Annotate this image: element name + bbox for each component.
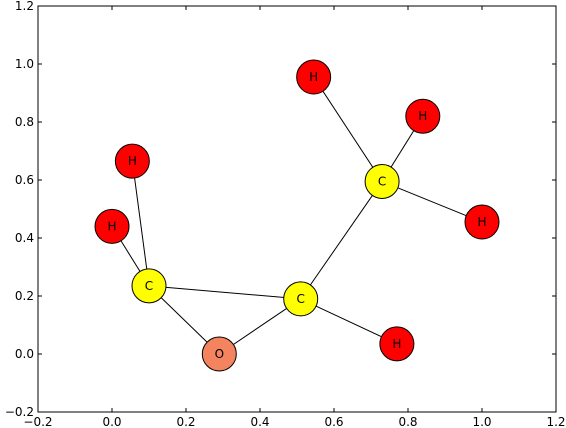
edge-c3-h3 [313,76,383,182]
x-tick-label: 0.8 [398,415,417,428]
y-tick-label: 0.4 [15,231,34,245]
x-tick-label: 0.6 [324,415,343,428]
y-tick-label: −0.2 [5,405,34,419]
node-circle-h6 [379,326,415,362]
x-tick-label: 0.2 [176,415,195,428]
node-label-o1: O [215,347,224,361]
node-label-c2: C [297,292,305,306]
x-tick-label: 1.0 [472,415,491,428]
x-tick-label: 1.2 [546,415,565,428]
node-circle-h2 [94,208,130,244]
edge-c1-h1 [131,161,150,286]
node-label-h6: H [392,337,401,351]
node-circle-c2 [283,281,319,317]
node-circle-h1 [114,143,150,179]
node-c1: C [131,268,167,304]
edge-c3-h5 [381,180,483,223]
node-label-c1: C [145,279,153,293]
node-circle-h5 [464,204,500,240]
node-circle-h4 [405,98,441,134]
node-h6: H [379,326,415,362]
y-tick-label: 1.0 [15,57,34,71]
node-label-h4: H [418,109,427,123]
x-tick-label: 0.0 [102,415,121,428]
y-axis: −0.2 0.0 0.2 0.4 0.6 0.8 1.0 1.2 [5,0,556,419]
nodes-layer: C C C O H H H H H H [94,59,500,372]
node-h3: H [296,59,332,95]
x-tick-label: 0.4 [250,415,269,428]
node-circle-c3 [364,163,400,199]
node-label-h2: H [107,219,116,233]
node-c2: C [283,281,319,317]
node-circle-h3 [296,59,332,95]
edge-c2-c3 [300,181,383,300]
node-c3: C [364,163,400,199]
node-h2: H [94,208,130,244]
node-circle-o1 [201,336,237,372]
node-h4: H [405,98,441,134]
edge-c2-h6 [300,298,398,345]
node-circle-c1 [131,268,167,304]
node-label-c3: C [378,174,386,188]
node-o1: O [201,336,237,372]
edge-c1-c2 [148,285,301,300]
node-h5: H [464,204,500,240]
node-label-h3: H [309,70,318,84]
y-tick-label: 0.6 [15,173,34,187]
y-tick-label: 0.8 [15,115,34,129]
node-h1: H [114,143,150,179]
plot-frame [37,5,557,413]
x-axis: −0.2 0.0 0.2 0.4 0.6 0.8 1.0 1.2 [23,6,566,428]
y-tick-label: 0.2 [15,289,34,303]
y-tick-label: 0.0 [15,347,34,361]
node-label-h5: H [477,215,486,229]
node-label-h1: H [128,154,137,168]
x-tick-label: −0.2 [23,415,52,428]
y-tick-label: 1.2 [15,0,34,13]
